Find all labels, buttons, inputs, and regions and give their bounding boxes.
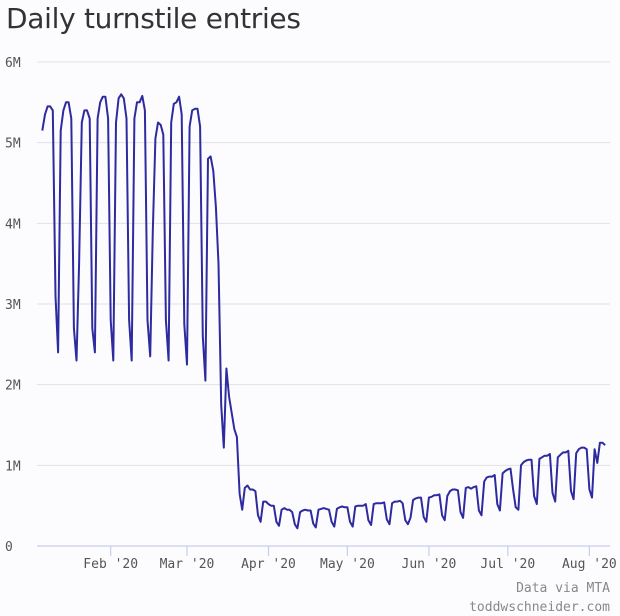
series-line-daily-entries	[41, 93, 606, 530]
x-tick-label: Aug '20	[562, 557, 617, 572]
source-credit: Data via MTA	[516, 581, 610, 596]
x-tick-label: Jul '20	[480, 557, 535, 572]
x-tick-label: Feb '20	[83, 557, 138, 572]
y-tick-label: 6M	[5, 56, 21, 71]
chart-title: Daily turnstile entries	[6, 2, 301, 35]
series	[41, 93, 606, 530]
x-tick-label: Jun '20	[402, 557, 457, 572]
y-tick-label: 4M	[5, 217, 21, 232]
x-axis: Feb '20 Mar '20 Apr '20 May '20 Jun '20 Jul '…	[37, 545, 617, 572]
site-credit: toddwschneider.com	[469, 600, 610, 615]
y-tick-label: 5M	[5, 137, 21, 152]
y-axis-ticks: 0 1M 2M 3M 4M 5M 6M	[5, 56, 21, 555]
y-tick-label: 0	[5, 540, 13, 555]
x-tick-label: Mar '20	[160, 557, 215, 572]
y-tick-label: 1M	[5, 459, 21, 474]
y-tick-label: 2M	[5, 379, 21, 394]
gridlines	[37, 61, 610, 466]
x-tick-label: Apr '20	[241, 557, 296, 572]
y-tick-label: 3M	[5, 298, 21, 313]
x-tick-label: May '20	[320, 557, 375, 572]
